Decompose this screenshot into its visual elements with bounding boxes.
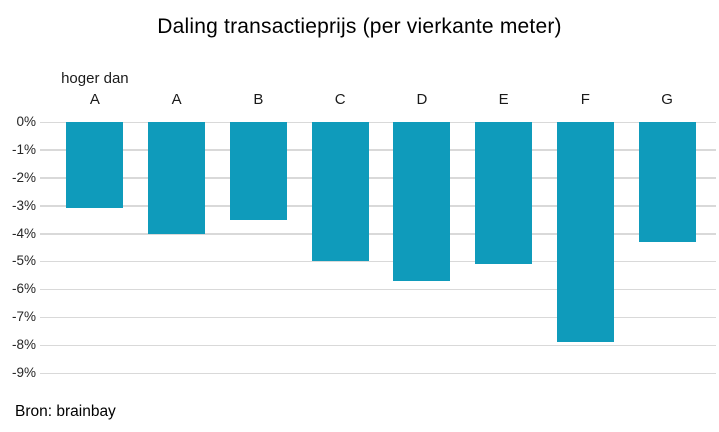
category-label-line: B — [253, 91, 264, 108]
y-tick-label: -4% — [11, 225, 36, 241]
gridline--6% — [40, 288, 716, 291]
y-tick-label: -3% — [11, 197, 36, 213]
gridline--9% — [40, 372, 716, 374]
category-label-line: E — [498, 91, 509, 108]
bar-slot — [218, 122, 300, 220]
bar-G — [638, 122, 696, 242]
bar-slot — [54, 122, 136, 209]
bar-B — [229, 122, 287, 220]
y-tick-label: -2% — [11, 169, 36, 185]
category-label: A — [136, 58, 218, 110]
y-tick-label: -7% — [11, 309, 36, 325]
bar-D — [393, 122, 451, 281]
bar-hoger dan A — [66, 122, 124, 209]
category-label-line: D — [416, 91, 428, 108]
category-axis-labels: hoger dan A A B C D E F G — [54, 58, 708, 110]
gridline--5% — [40, 260, 716, 263]
bar-slot — [626, 122, 708, 242]
bar-A — [148, 122, 206, 234]
y-axis-labels: 0% -1% -2% -3% -4% -5% -6% -7% -8% -9% — [0, 114, 36, 380]
y-tick-label: -9% — [11, 365, 36, 380]
bar-slot — [463, 122, 545, 265]
category-label: G — [626, 58, 708, 110]
category-label: C — [299, 58, 381, 110]
gridline--2% — [40, 177, 716, 179]
gridline-0% — [40, 121, 716, 123]
category-label-line: A — [171, 91, 182, 108]
bar-slot — [136, 122, 218, 234]
y-tick-label: -6% — [11, 281, 36, 297]
gridline--3% — [40, 205, 716, 207]
category-label: F — [545, 58, 627, 110]
plot-area — [40, 121, 716, 374]
gridline--4% — [40, 233, 716, 235]
chart-title: Daling transactieprijs (per vierkante me… — [157, 15, 562, 38]
bar-C — [311, 122, 369, 262]
y-tick-label: -5% — [11, 253, 36, 269]
bar-slot — [299, 122, 381, 262]
bar-E — [475, 122, 533, 265]
bar-slot — [545, 122, 627, 343]
category-label: D — [381, 58, 463, 110]
bar-slot — [381, 122, 463, 281]
gridline--1% — [40, 149, 716, 151]
gridline--7% — [40, 316, 716, 319]
category-label: E — [463, 58, 545, 110]
bars-container — [54, 122, 708, 374]
category-label-line: G — [661, 91, 673, 108]
y-tick-label: -1% — [11, 141, 36, 157]
y-tick-label: 0% — [16, 114, 36, 129]
category-label-line: A — [89, 91, 100, 108]
category-label: hoger dan A — [54, 58, 136, 110]
y-tick-label: -8% — [11, 337, 36, 353]
category-label-line: hoger dan — [61, 70, 129, 87]
source-label: Bron: brainbay — [15, 403, 116, 420]
category-label-line: C — [334, 91, 346, 108]
bar-F — [556, 122, 614, 343]
category-label-line: F — [580, 91, 590, 108]
gridline--8% — [40, 344, 716, 347]
category-label: B — [218, 58, 300, 110]
